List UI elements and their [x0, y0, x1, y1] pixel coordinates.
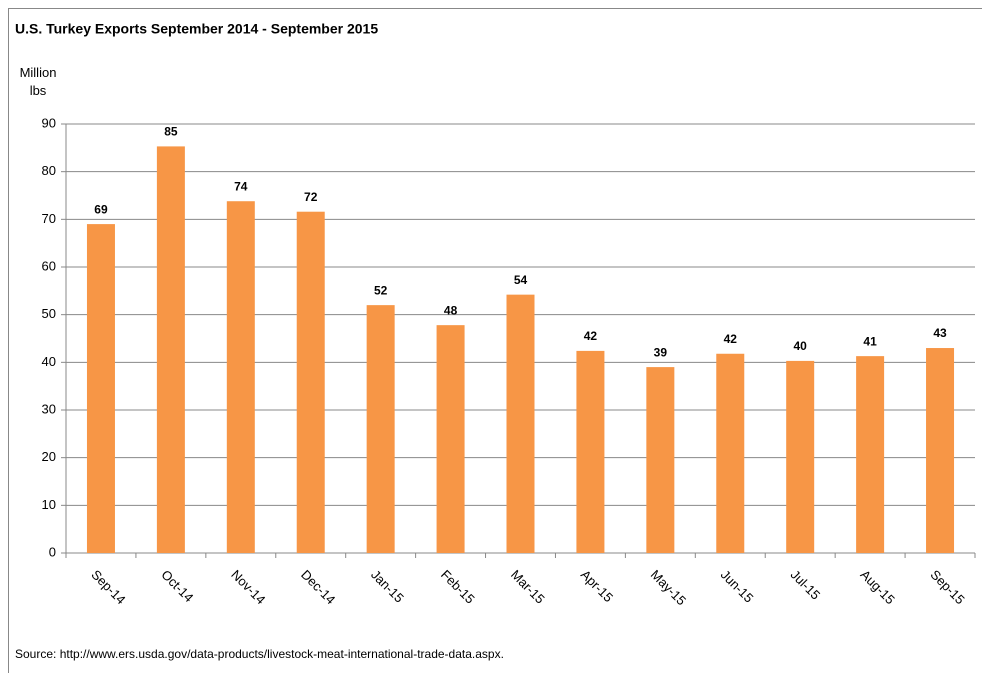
y-tick-label: 60	[42, 258, 56, 273]
data-label: 85	[164, 125, 178, 139]
bar	[436, 325, 465, 553]
bar	[646, 367, 675, 553]
bar	[576, 350, 605, 553]
data-label: 41	[863, 334, 877, 348]
data-label: 74	[234, 179, 248, 193]
bar	[716, 353, 745, 553]
y-tick-label: 80	[42, 163, 56, 178]
y-tick-label: 0	[49, 544, 56, 559]
y-tick-label: 50	[42, 306, 56, 321]
bar	[226, 201, 255, 553]
x-tick-label: Nov-14	[228, 567, 268, 607]
bar	[856, 356, 885, 553]
data-label: 48	[444, 303, 458, 317]
bar	[86, 224, 115, 553]
x-tick-label: Sep-14	[88, 567, 128, 607]
y-tick-label: 90	[42, 115, 56, 130]
bar	[786, 360, 815, 553]
data-label: 39	[654, 345, 668, 359]
data-label: 72	[304, 190, 318, 204]
bar	[366, 305, 395, 553]
data-label: 40	[794, 339, 808, 353]
x-tick-label: Jan-15	[368, 567, 407, 606]
data-label: 52	[374, 283, 388, 297]
y-tick-label: 10	[42, 497, 56, 512]
data-label: 42	[724, 332, 738, 346]
data-label: 54	[514, 273, 528, 287]
x-tick-label: Jun-15	[718, 567, 757, 606]
bar	[156, 146, 185, 554]
source: Source: http://www.ers.usda.gov/data-pro…	[15, 647, 504, 661]
data-label: 43	[933, 326, 947, 340]
x-tick-label: Dec-14	[298, 567, 338, 607]
y-tick-label: 20	[42, 449, 56, 464]
x-tick-label: Jul-15	[788, 567, 824, 603]
bar	[506, 294, 535, 553]
x-tick-label: Mar-15	[508, 567, 548, 607]
y-axis-label: Million lbs	[19, 65, 57, 98]
y-tick-label: 40	[42, 354, 56, 369]
x-tick-label: Feb-15	[438, 567, 478, 607]
x-tick-label: Apr-15	[578, 567, 616, 605]
x-tick-label: Aug-15	[858, 567, 898, 607]
bar	[926, 348, 955, 553]
x-tick-label: Sep-15	[927, 567, 967, 607]
y-tick-label: 30	[42, 401, 56, 416]
bar	[296, 211, 325, 553]
x-tick-label: Oct-14	[158, 567, 196, 605]
data-label: 42	[584, 329, 598, 343]
x-tick-label: May-15	[648, 567, 689, 608]
chart-title: U.S. Turkey Exports September 2014 - Sep…	[15, 21, 378, 37]
data-label: 69	[94, 202, 108, 216]
y-tick-label: 70	[42, 211, 56, 226]
frame	[8, 8, 982, 673]
